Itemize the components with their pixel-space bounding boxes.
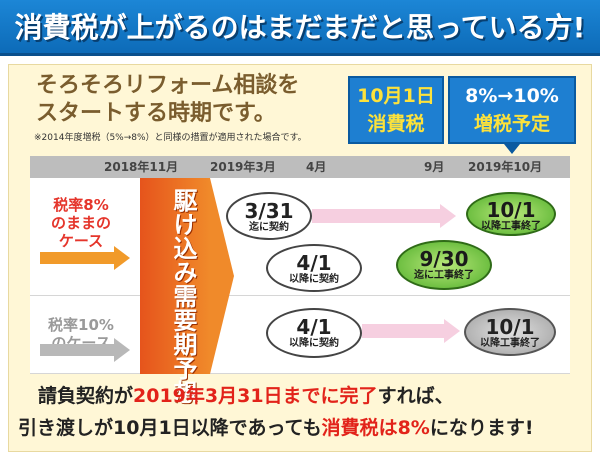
bottom-line-2-b: 消費税は8% (321, 417, 430, 439)
timeline-bar (30, 156, 570, 178)
bottom-line-1-c: すれば、 (377, 385, 454, 407)
timeline-label-04: 4月 (306, 160, 327, 174)
contract-by-0331-oval: 3/31 迄に契約 (226, 192, 312, 240)
bottom-line-1-a: 請負契約が (38, 385, 134, 407)
case-8-percent-label: 税率8% のままの ケース (36, 196, 126, 250)
timeline-label-2018-11: 2018年11月 (104, 160, 179, 174)
row1-pink-arrow-head-icon (440, 204, 456, 228)
finish-after-1001-gray-oval: 10/1 以降工事終了 (464, 308, 556, 356)
tax-date-line-2: 消費税 (367, 113, 425, 135)
oval-caption: 以降工事終了 (480, 338, 540, 349)
case1-arrow-body (40, 252, 116, 264)
timeline-label-09: 9月 (424, 160, 445, 174)
oval-date: 9/30 (419, 247, 469, 271)
bottom-line-2-a: 引き渡しが10月1日以降であっても (18, 417, 322, 439)
case1-line-2: のままの (50, 214, 111, 232)
bottom-line-1: 請負契約が2019年3月31日までに完了すれば、 (38, 384, 598, 408)
oval-date: 10/1 (485, 315, 535, 339)
rush-demand-label: 駆け込み需要期予想 (169, 188, 197, 404)
tax-rate-line-2: 増税予定 (473, 113, 550, 135)
case2-arrow-head-icon (114, 338, 130, 362)
header-banner: 消費税が上がるのはまだまだと思っている方! (0, 0, 600, 56)
row1-pink-arrow (312, 209, 440, 223)
case2-line-1: 税率10% (48, 316, 114, 334)
case1-line-3: ケース (58, 232, 104, 250)
bottom-line-2-c: になります! (429, 417, 534, 439)
oval-date: 3/31 (244, 199, 294, 223)
timeline-label-2019-10: 2019年10月 (468, 160, 543, 174)
lead-line-2: スタートする時期です。 (36, 101, 276, 126)
bottom-line-1-b: 2019年3月31日までに完了 (133, 385, 378, 407)
oval-caption: 迄に契約 (249, 222, 289, 233)
oval-date: 4/1 (296, 315, 332, 339)
row2-pink-arrow-head-icon (444, 319, 460, 343)
finish-after-1001-green-oval: 10/1 以降工事終了 (466, 192, 556, 236)
callout-pointer (504, 144, 520, 154)
rush-demand-arrow (140, 178, 210, 374)
case2-arrow-body (40, 344, 116, 356)
oval-caption: 以降工事終了 (481, 221, 541, 232)
finish-by-0930-oval: 9/30 迄に工事終了 (396, 240, 492, 290)
oval-caption: 迄に工事終了 (414, 270, 474, 281)
case1-line-1: 税率8% (53, 196, 109, 214)
oval-date: 10/1 (486, 198, 536, 222)
tax-date-box: 10月1日 消費税 (348, 76, 444, 144)
timeline-label-2019-03: 2019年3月 (210, 160, 276, 174)
oval-caption: 以降に契約 (289, 338, 339, 349)
contract-after-0401-oval-case2: 4/1 以降に契約 (266, 308, 362, 358)
bottom-line-2: 引き渡しが10月1日以降であっても消費税は8%になります! (18, 416, 578, 440)
contract-after-0401-oval: 4/1 以降に契約 (266, 244, 362, 292)
tax-date-line-1: 10月1日 (357, 85, 435, 107)
lead-line-1: そろそろリフォーム相談を (36, 73, 300, 98)
case1-arrow-head-icon (114, 246, 130, 270)
footnote: ※2014年度増税（5%→8%）と同様の措置が適用された場合です。 (34, 133, 307, 143)
oval-caption: 以降に契約 (289, 274, 339, 285)
lead-text: そろそろリフォーム相談を スタートする時期です。 (36, 72, 336, 128)
banner-title: 消費税が上がるのはまだまだと思っている方! (14, 11, 586, 44)
tax-rate-line-1: 8%→10% (465, 85, 559, 107)
tax-rate-box: 8%→10% 増税予定 (448, 76, 576, 144)
row2-pink-arrow (362, 324, 444, 338)
oval-date: 4/1 (296, 251, 332, 275)
